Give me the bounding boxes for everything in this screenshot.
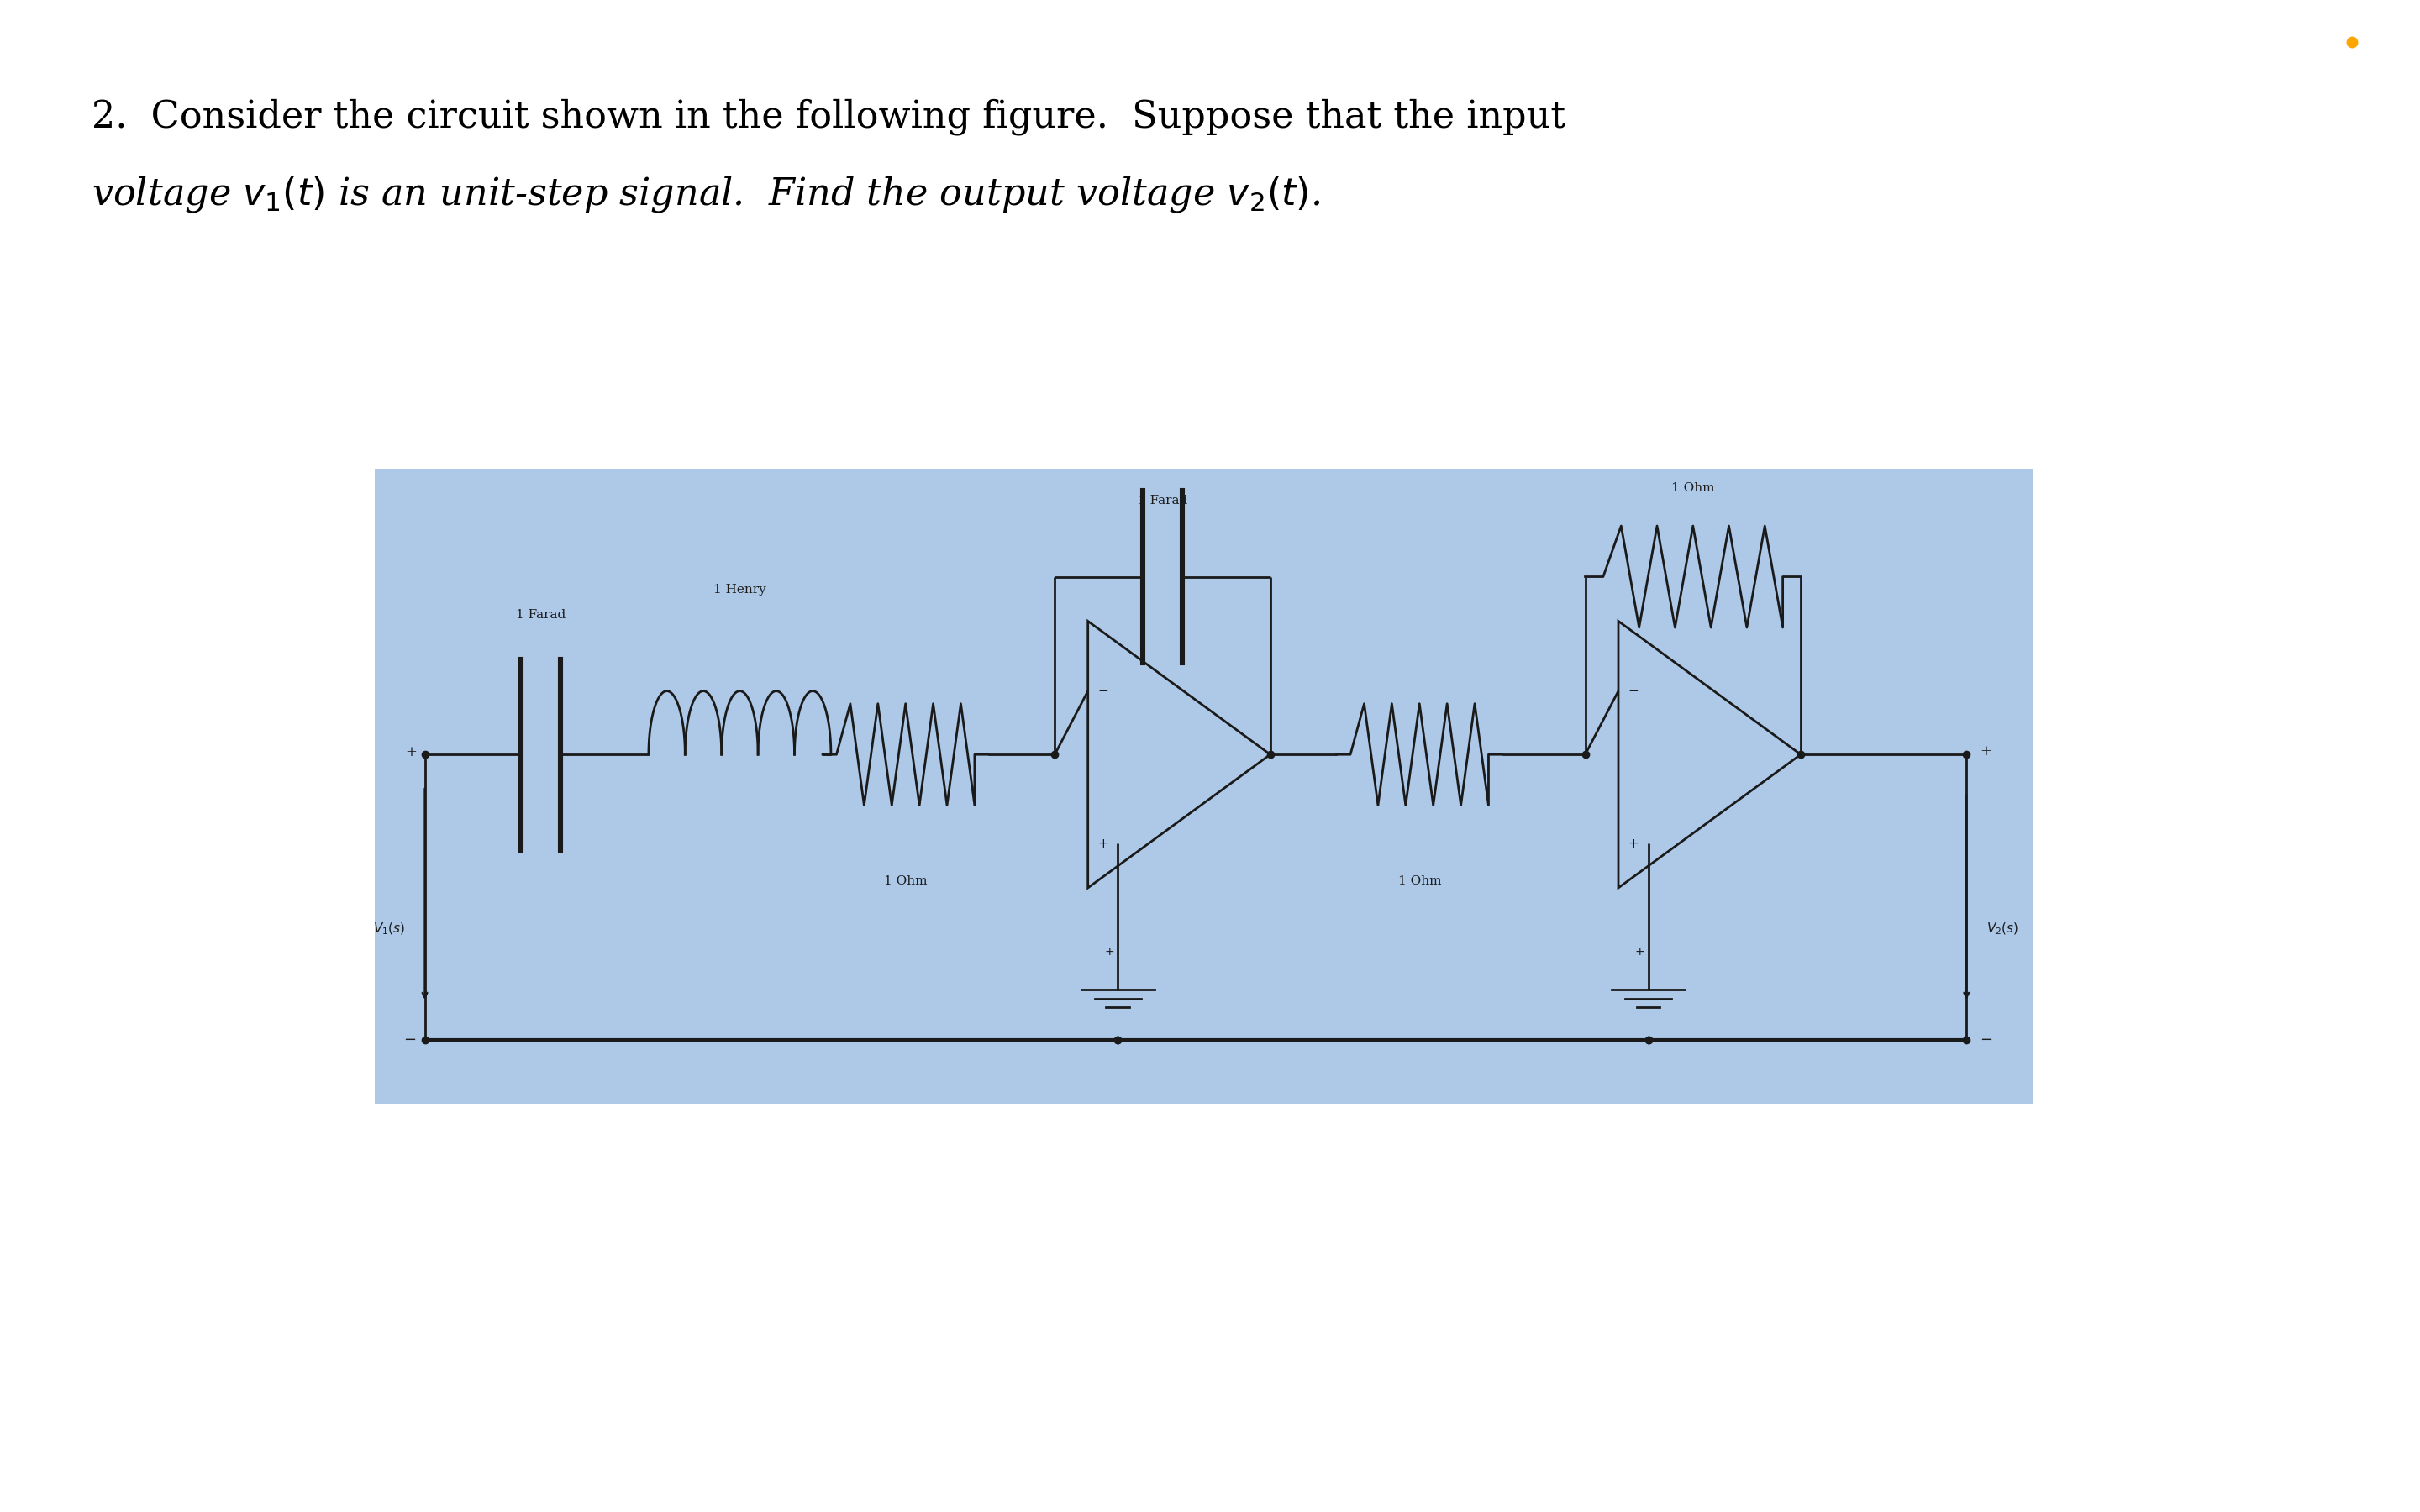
Text: $V_1(s)$: $V_1(s)$ — [373, 921, 404, 937]
Text: +: + — [1104, 945, 1116, 957]
Text: −: − — [1980, 1033, 1992, 1048]
Text: 1 Farad: 1 Farad — [515, 609, 566, 620]
Bar — [375, 469, 2033, 1104]
Text: +: + — [1629, 838, 1638, 850]
Text: +: + — [1636, 945, 1646, 957]
Text: $V_2(s)$: $V_2(s)$ — [1987, 921, 2018, 937]
Text: 1 Henry: 1 Henry — [714, 584, 767, 596]
Text: 1 Ohm: 1 Ohm — [1399, 875, 1440, 888]
Text: +: + — [404, 745, 416, 759]
Text: 1 Farad: 1 Farad — [1137, 494, 1188, 507]
Text: voltage $v_1(t)$ is an unit-step signal.  Find the output voltage $v_2(t)$.: voltage $v_1(t)$ is an unit-step signal.… — [92, 174, 1321, 215]
Text: 1 Ohm: 1 Ohm — [883, 875, 927, 888]
Text: 1 Ohm: 1 Ohm — [1672, 482, 1716, 493]
Text: −: − — [1099, 685, 1108, 697]
Text: 2.  Consider the circuit shown in the following figure.  Suppose that the input: 2. Consider the circuit shown in the fol… — [92, 98, 1566, 135]
Text: +: + — [1980, 744, 1992, 759]
Text: −: − — [1629, 685, 1638, 697]
Text: −: − — [404, 1033, 416, 1048]
Text: +: + — [1099, 838, 1108, 850]
